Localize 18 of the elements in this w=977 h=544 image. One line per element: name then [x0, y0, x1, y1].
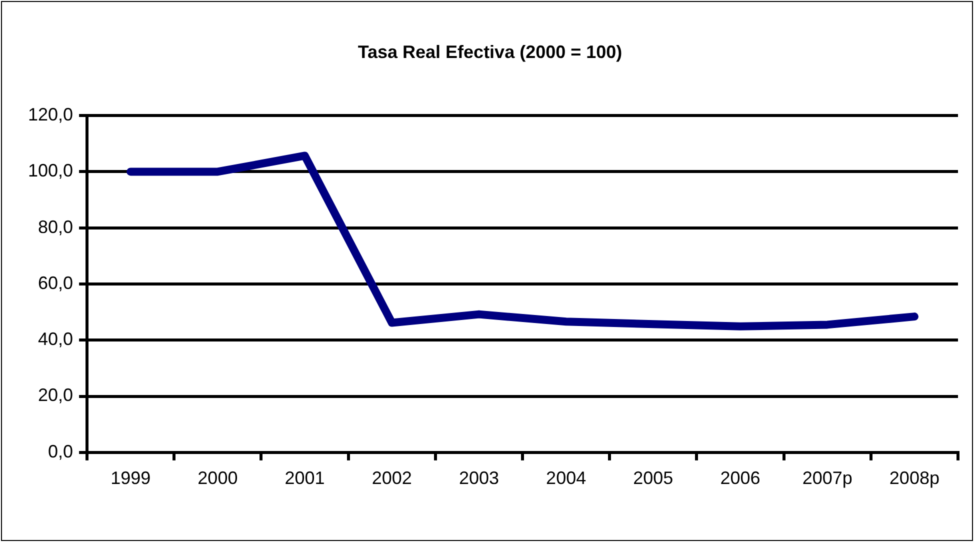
y-tick-label: 0,0 — [48, 441, 74, 462]
x-tick-label: 2000 — [198, 468, 238, 488]
x-tick-label: 2003 — [458, 468, 499, 488]
y-tick-label: 20,0 — [38, 385, 74, 406]
x-tick-label: 2004 — [546, 468, 586, 488]
x-tick-label: 2005 — [633, 468, 674, 488]
x-tick-label: 2006 — [720, 468, 760, 488]
x-tick-label: 2008p — [889, 468, 940, 488]
x-tick-label: 2002 — [372, 468, 412, 488]
x-tick-label: 2007p — [802, 468, 852, 488]
x-tick-label: 1999 — [110, 468, 151, 488]
chart-title: Tasa Real Efectiva (2000 = 100) — [358, 42, 622, 62]
y-tick-label: 60,0 — [38, 272, 74, 293]
y-tick-label: 120,0 — [28, 104, 74, 125]
x-tick-label: 2001 — [284, 468, 325, 488]
y-tick-label: 80,0 — [38, 216, 74, 237]
y-tick-label: 100,0 — [28, 160, 74, 181]
y-tick-label: 40,0 — [38, 329, 74, 350]
